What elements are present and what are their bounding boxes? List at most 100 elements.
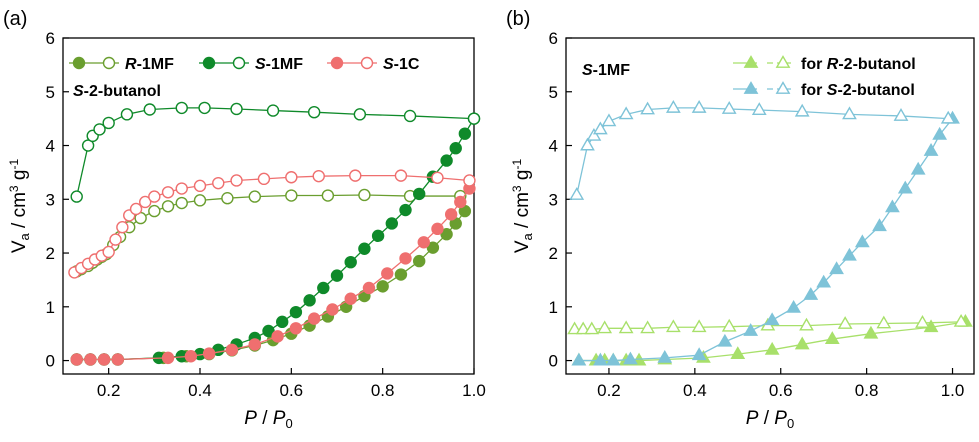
data-point [940,110,956,124]
data-point [824,331,840,344]
data-point [129,202,143,216]
data-point [394,169,408,182]
data-point [307,312,321,325]
x-tick-label: 1.0 [941,381,965,400]
series-line [76,188,470,361]
legend-marker-filled [330,56,344,70]
data-point [799,317,814,331]
data-point [872,218,887,232]
data-point [897,180,913,194]
data-point [932,126,948,140]
legend-entry: for R-2-butanol [733,55,916,73]
data-point [829,261,844,275]
data-point [303,294,316,307]
data-point [721,318,737,332]
data-point [399,203,412,217]
x-tick-label: 0.4 [683,381,707,400]
legend-marker-open [232,56,246,70]
panel-a: 0 1 2 3 4 5 6 0.2 0.4 0.6 0.8 1.0 (a) Va / cm3 g-1 P /… [3,8,486,431]
panel-b: 0 1 2 3 4 5 6 0.2 0.4 0.6 0.8 1.0 (b) Va / cm3 g-1 P /… [506,8,975,431]
x-tick-label: 1.0 [462,381,486,400]
data-point [102,245,115,259]
data-point [116,221,129,234]
data-point [743,323,759,336]
data-point [257,172,271,186]
legend-entry: S-1MF [199,56,303,73]
data-point [212,176,225,190]
data-point [225,343,239,357]
data-point [399,252,412,265]
data-point [138,195,152,209]
legend-marker-filled [72,56,86,70]
data-point [786,299,802,313]
legend-label: S-1MF [255,56,303,73]
data-point [175,196,188,210]
data-point [816,274,832,288]
data-point [691,347,707,361]
data-point [454,195,467,209]
y-axis-title: Va / cm3 g-1 [510,159,535,254]
data-point [691,99,707,113]
x-tick-label: 0.6 [280,381,304,400]
data-point [285,171,298,184]
data-point [248,338,262,351]
data-point [842,106,857,120]
data-point [230,174,243,187]
data-point [854,234,870,248]
series-s-1mf-desorption [70,101,481,203]
data-point [618,320,634,334]
plot-frame [62,37,475,375]
data-point [285,189,298,202]
x-tick-label: 0.8 [371,381,395,400]
data-point [426,241,440,254]
x-tick-label: 0.4 [188,381,212,400]
panel-label: (b) [506,8,530,30]
data-point [148,190,161,203]
data-point [358,242,371,255]
data-point [764,341,780,355]
x-tick-label: 0.6 [769,381,793,400]
data-point [161,351,175,365]
legend-marker-open [102,56,116,70]
data-point [344,292,357,305]
data-point [597,320,613,334]
data-point [449,142,462,155]
data-point [910,161,926,175]
data-point [413,187,426,201]
data-point [953,313,969,327]
data-point [198,101,211,115]
data-point [876,315,892,329]
data-point [202,347,216,360]
y-tick-label: 4 [46,137,55,156]
series-for-s-2-butanol-desorption [569,99,956,200]
data-point [567,321,582,335]
series-line [76,118,475,361]
data-point [413,254,426,268]
data-point [417,236,430,249]
data-point [569,187,585,200]
data-point [330,269,344,282]
legend-entry: R-1MF [69,56,174,73]
data-point [70,353,83,366]
y-tick-label: 5 [46,83,55,102]
data-point [193,179,207,193]
data-point [221,192,234,205]
data-point [289,322,303,335]
data-point [794,336,810,350]
data-point [721,101,737,114]
x-axis-title: P / P0 [244,408,292,431]
data-point [93,123,106,136]
y-tick-label: 1 [549,298,558,317]
data-point [248,190,262,203]
data-point [803,287,819,300]
data-point [289,305,303,319]
series-s-1c-adsorption [70,182,476,366]
data-point [102,116,115,130]
data-point [184,350,198,363]
data-point [358,188,371,202]
x-tick-label: 0.8 [855,381,879,400]
data-point [584,321,600,335]
y-tick-label: 1 [46,298,55,317]
data-point [444,208,458,221]
